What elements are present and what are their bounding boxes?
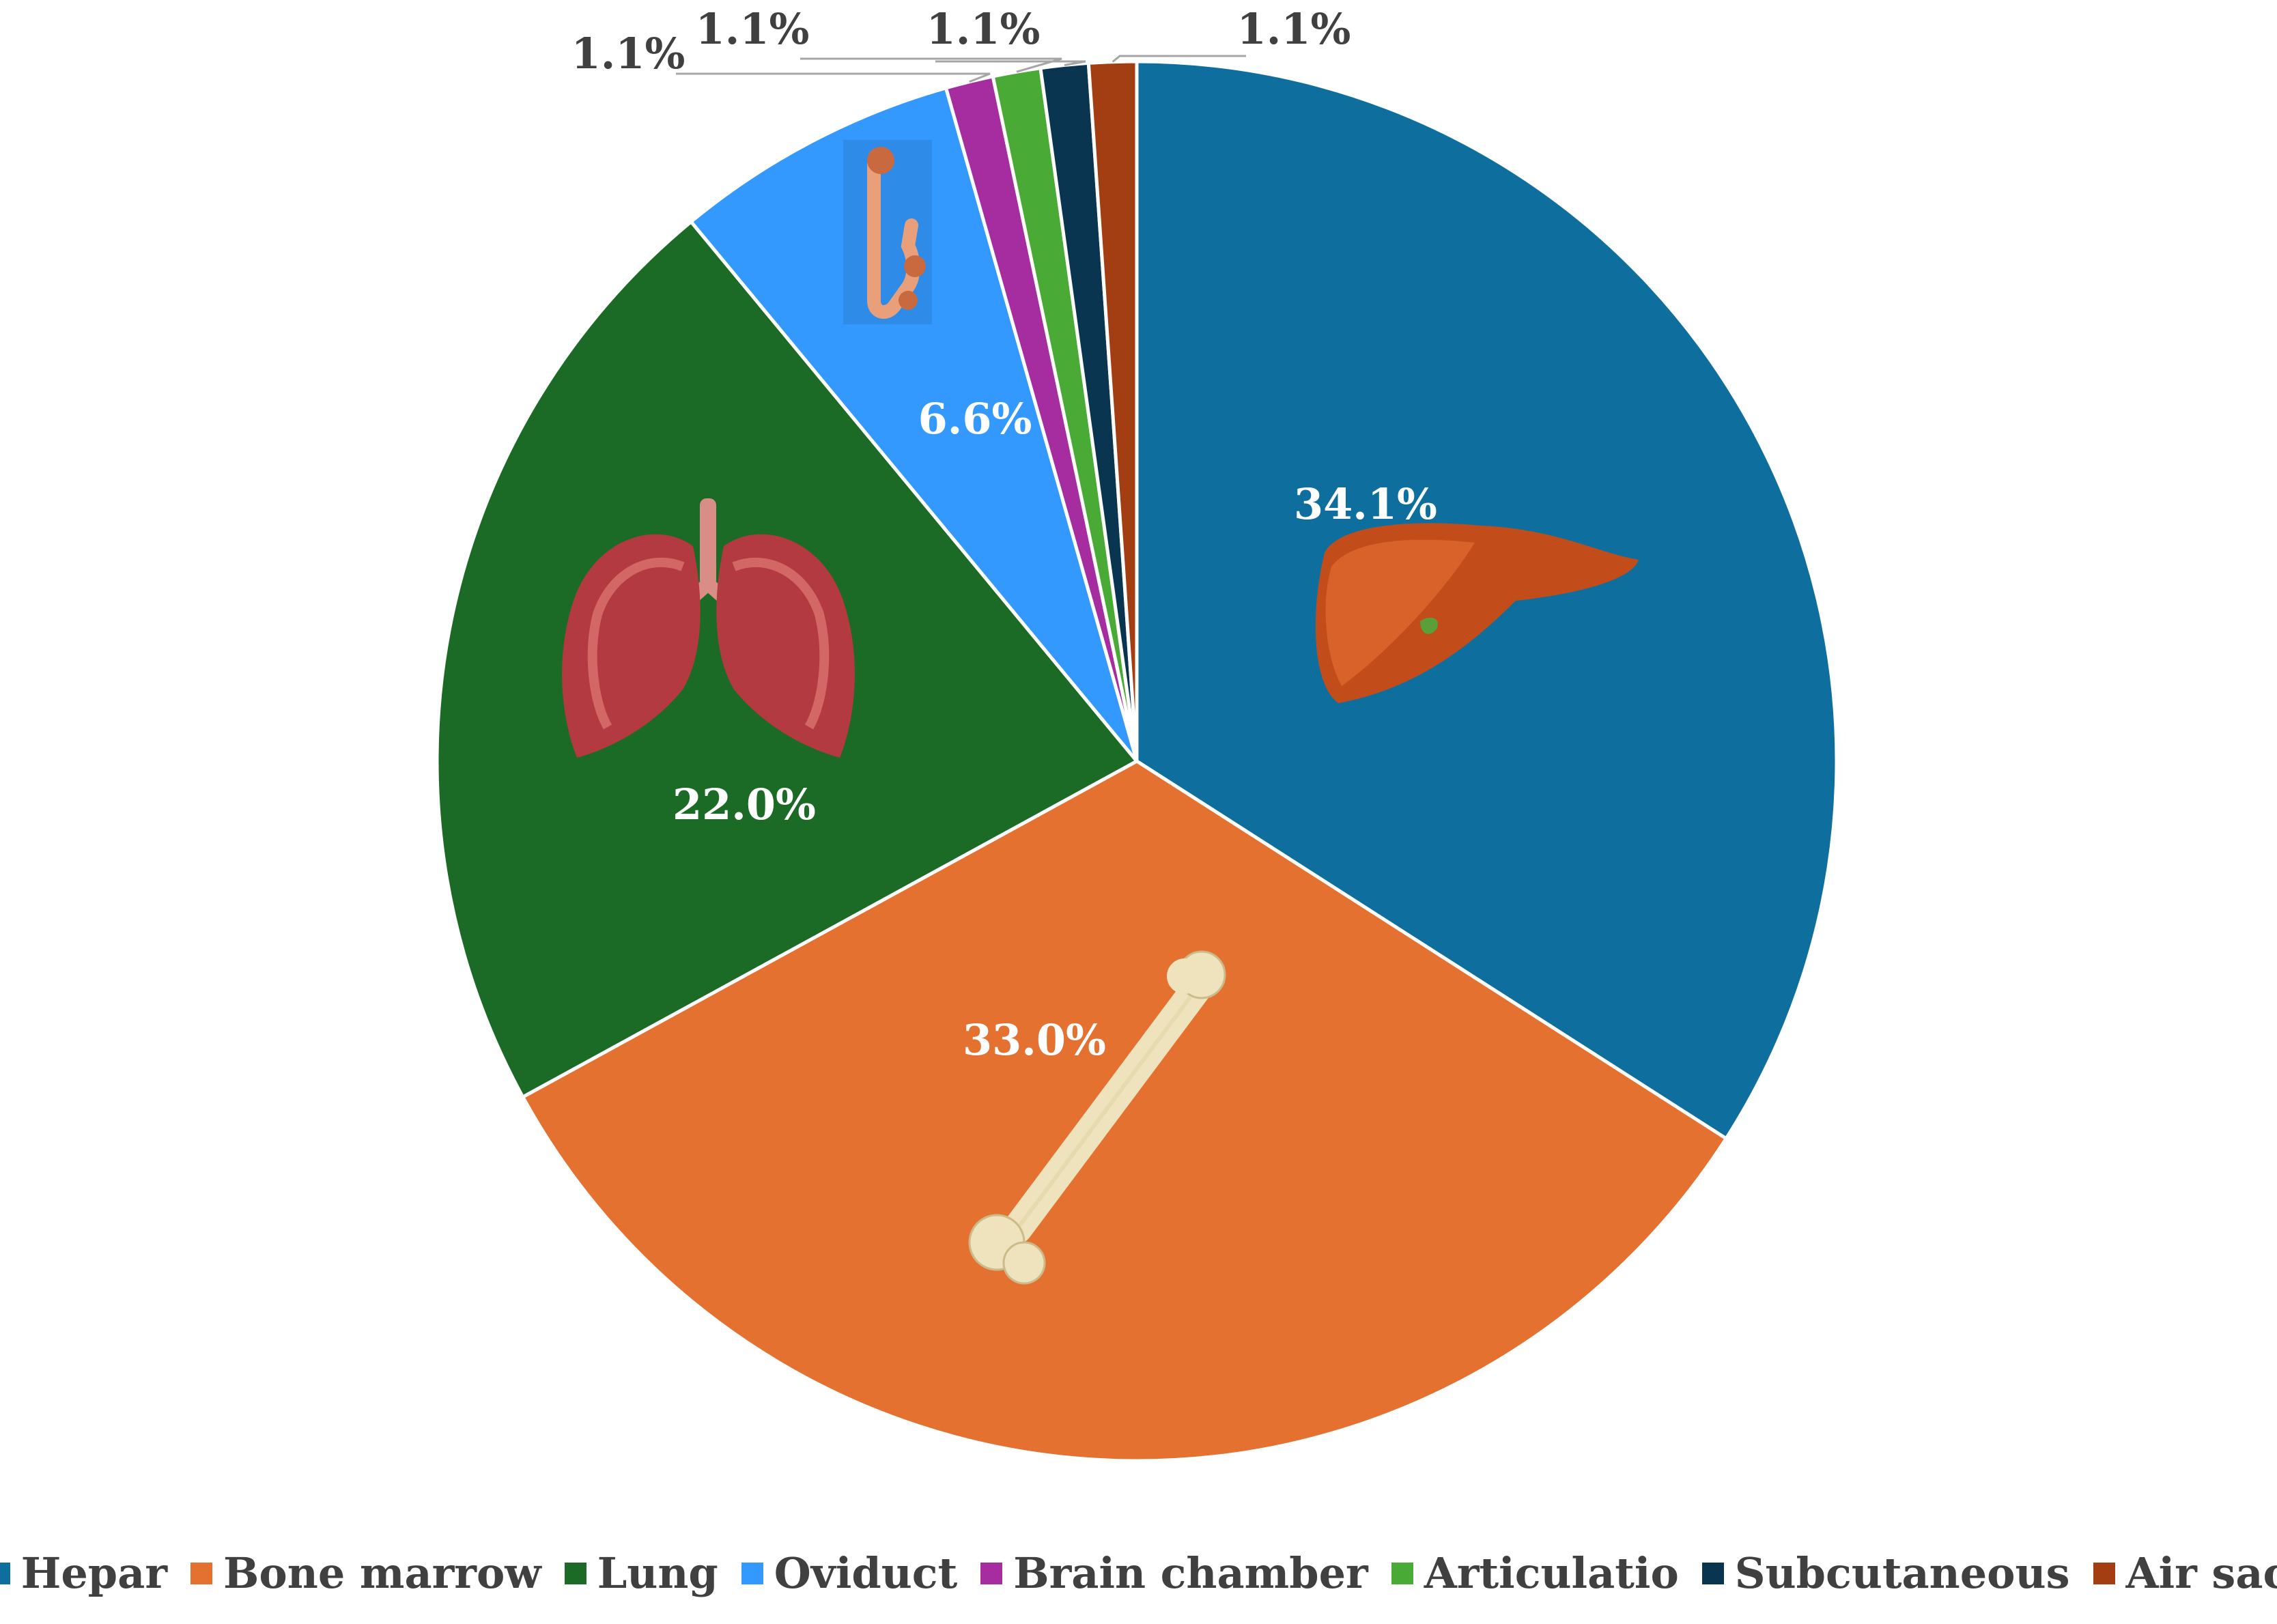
legend-item-oviduct: Oviduct (741, 1548, 957, 1598)
leader-line (676, 72, 991, 83)
data-label-oviduct: 6.6% (918, 394, 1032, 444)
liver-icon (1315, 523, 1639, 703)
data-label-lung: 22.0% (673, 780, 816, 829)
legend-item-articulatio: Articulatio (1391, 1548, 1679, 1598)
legend-item-hepar: Hepar (0, 1548, 167, 1598)
legend-label: Articulatio (1424, 1548, 1679, 1598)
data-label-air-sac: 1.1% (1237, 4, 1351, 54)
lungs-icon (562, 498, 855, 758)
legend-swatch (2093, 1562, 2115, 1584)
legend-swatch (564, 1562, 586, 1584)
legend-swatch (980, 1562, 1003, 1584)
leader-line (1112, 55, 1246, 63)
legend: Hepar Bone marrow Lung Oviduct Brain chamber… (0, 1548, 2277, 1598)
pie-slice-air-sac (1086, 59, 1139, 762)
legend-item-subcutaneous: Subcutaneous (1701, 1548, 2070, 1598)
leader-line (935, 60, 1086, 66)
data-label-articulatio: 1.1% (696, 4, 810, 54)
legend-swatch (1391, 1562, 1413, 1584)
data-label-brain-chamber: 1.1% (571, 29, 685, 79)
data-label-hepar: 34.1% (1294, 479, 1437, 529)
legend-item-brain-chamber: Brain chamber (980, 1548, 1368, 1598)
pie-slice-bone-marrow (520, 759, 1729, 1463)
legend-swatch (1701, 1562, 1724, 1584)
leader-line (800, 57, 1062, 73)
data-label-subcutaneous: 1.1% (927, 4, 1041, 54)
legend-swatch (190, 1562, 212, 1584)
legend-label: Air sac (2125, 1548, 2277, 1598)
legend-label: Subcutaneous (1734, 1548, 2070, 1598)
legend-swatch (0, 1562, 10, 1584)
legend-label: Brain chamber (1013, 1548, 1368, 1598)
legend-swatch (741, 1562, 763, 1584)
oviduct-icon (843, 140, 932, 324)
bone-icon (968, 950, 1226, 1285)
data-label-bone-marrow: 33.0% (963, 1015, 1106, 1065)
legend-item-bone-marrow: Bone marrow (190, 1548, 541, 1598)
legend-label: Lung (597, 1548, 718, 1598)
legend-label: Oviduct (774, 1548, 958, 1598)
pie-slice-oviduct (688, 85, 1139, 763)
legend-label: Bone marrow (223, 1548, 541, 1598)
legend-item-air-sac: Air sac (2093, 1548, 2277, 1598)
legend-label: Hepar (20, 1548, 167, 1598)
legend-item-lung: Lung (564, 1548, 718, 1598)
